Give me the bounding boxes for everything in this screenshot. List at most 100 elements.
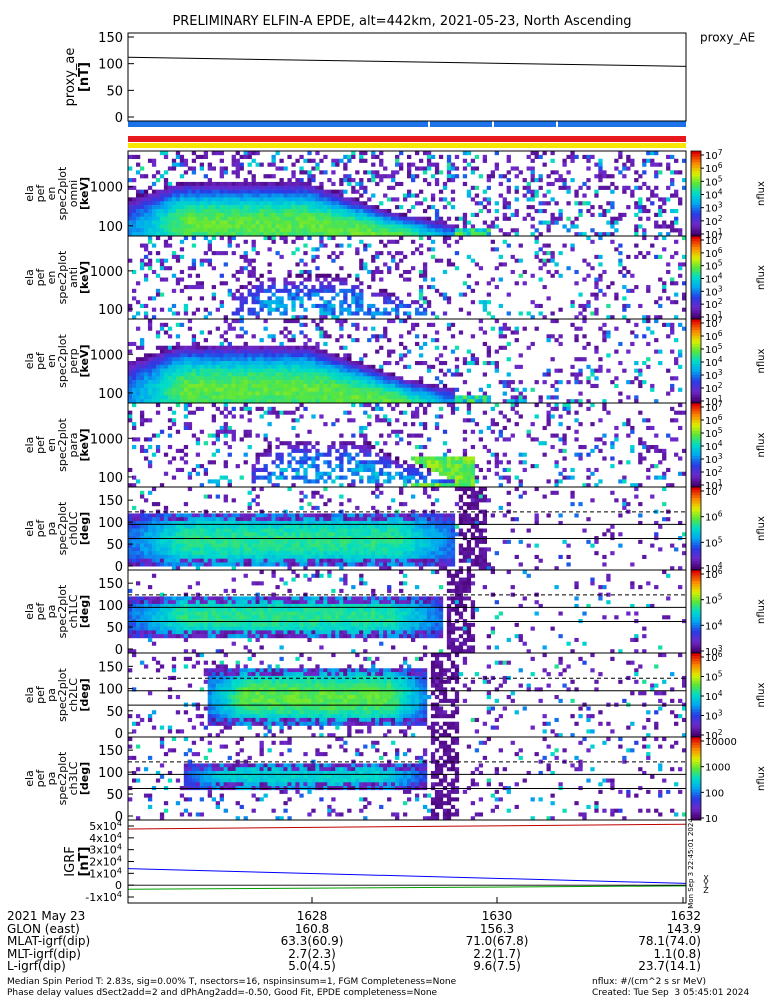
heatmap-cell <box>155 539 161 544</box>
heatmap-cell <box>315 353 320 358</box>
heatmap-cell <box>307 224 312 229</box>
heatmap-cell <box>211 228 216 233</box>
heatmap-cell <box>183 399 189 404</box>
heatmap-cell <box>231 387 236 392</box>
heatmap-cell <box>462 151 468 156</box>
heatmap-cell <box>247 228 252 233</box>
heatmap-cell <box>323 399 328 404</box>
heatmap-cell <box>271 285 276 290</box>
heatmap-cell <box>474 395 480 400</box>
heatmap-cell <box>470 361 476 366</box>
heatmap-cell <box>199 216 205 221</box>
heatmap-cell <box>319 307 324 312</box>
heatmap-cell <box>331 372 336 377</box>
heatmap-cell <box>279 383 284 389</box>
heatmap-cell <box>199 345 205 350</box>
heatmap-cell <box>502 345 507 350</box>
heatmap-cell <box>363 437 368 442</box>
heatmap-cell <box>430 197 436 202</box>
heatmap-cell <box>323 387 328 392</box>
heatmap-cell <box>171 361 177 366</box>
heatmap-cell <box>287 319 292 324</box>
heatmap-cell <box>195 220 201 225</box>
heatmap-cell <box>179 269 185 275</box>
heatmap-cell <box>666 224 671 229</box>
heatmap-cell <box>191 205 197 210</box>
heatmap-cell <box>654 445 659 450</box>
heatmap-cell <box>482 330 488 335</box>
heatmap-cell <box>175 368 181 373</box>
heatmap-cell <box>391 178 396 183</box>
heatmap-cell <box>211 387 216 392</box>
heatmap-cell <box>251 269 256 275</box>
heatmap-cell <box>407 403 412 408</box>
heatmap-cell <box>355 228 360 233</box>
heatmap-cell <box>207 380 212 385</box>
heatmap-cell <box>391 197 396 202</box>
heatmap-cell <box>434 414 440 419</box>
heatmap-cell <box>315 479 320 484</box>
heatmap-cell <box>275 151 280 156</box>
heatmap-cell <box>414 383 420 389</box>
heatmap-cell <box>259 357 264 362</box>
heatmap-cell <box>199 429 205 434</box>
heatmap-cell <box>395 460 400 465</box>
colorbar-segment <box>691 156 701 160</box>
heatmap-cell <box>315 212 320 217</box>
heatmap-cell <box>128 513 133 518</box>
heatmap-cell <box>183 220 189 225</box>
heatmap-cell <box>251 247 256 252</box>
heatmap-cell <box>638 224 643 229</box>
heatmap-cell <box>311 395 316 400</box>
heatmap-cell <box>147 251 153 256</box>
heatmap-cell <box>343 216 348 221</box>
heatmap-cell <box>678 353 683 358</box>
heatmap-cell <box>199 380 205 385</box>
heatmap-cell <box>267 303 272 308</box>
heatmap-cell <box>351 300 356 305</box>
heatmap-cell <box>259 220 264 225</box>
heatmap-cell <box>399 471 404 476</box>
heatmap-cell <box>279 220 284 225</box>
heatmap-cell <box>159 524 165 529</box>
heatmap-cell <box>442 345 448 350</box>
heatmap-cell <box>267 445 272 450</box>
heatmap-cell <box>299 361 304 366</box>
heatmap-cell <box>562 433 567 438</box>
heatmap-cell <box>407 170 412 175</box>
heatmap-cell <box>263 236 268 241</box>
heatmap-cell <box>275 193 280 198</box>
heatmap-cell <box>243 285 248 290</box>
heatmap-cell <box>446 391 452 396</box>
heatmap-cell <box>418 288 424 293</box>
heatmap-cell <box>430 364 436 369</box>
heatmap-cell <box>590 368 595 373</box>
heatmap-cell <box>223 422 228 427</box>
heatmap-cell <box>510 403 515 408</box>
heatmap-cell <box>187 285 193 290</box>
heatmap-cell <box>550 170 555 175</box>
heatmap-cell <box>530 464 535 469</box>
heatmap-cell <box>351 364 356 369</box>
heatmap-cell <box>151 517 157 522</box>
heatmap-cell <box>251 395 256 400</box>
heatmap-cell <box>375 391 380 396</box>
heatmap-cell <box>662 197 667 202</box>
heatmap-cell <box>175 189 181 194</box>
heatmap-cell <box>514 387 519 392</box>
heatmap-cell <box>658 361 663 366</box>
heatmap-cell <box>670 406 675 411</box>
heatmap-cell <box>151 543 157 548</box>
heatmap-cell <box>143 273 149 278</box>
heatmap-cell <box>518 258 523 263</box>
heatmap-cell <box>275 452 280 457</box>
heatmap-cell <box>191 236 197 241</box>
heatmap-cell <box>143 391 149 396</box>
heatmap-cell <box>570 220 575 225</box>
heatmap-cell <box>203 383 209 389</box>
colorbar-tick-label: 106 <box>705 329 723 343</box>
heatmap-cell <box>351 391 356 396</box>
heatmap-cell <box>239 353 244 358</box>
heatmap-cell <box>462 174 468 179</box>
heatmap-cell <box>486 232 491 237</box>
